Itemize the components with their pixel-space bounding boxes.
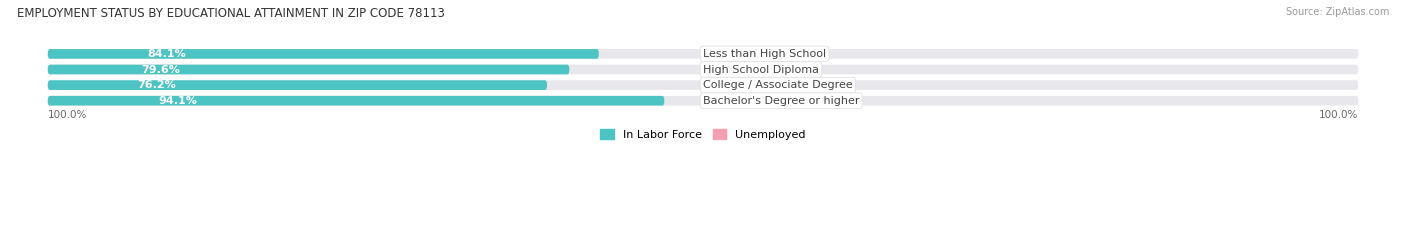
Text: 0.0%: 0.0% bbox=[775, 65, 803, 75]
Text: EMPLOYMENT STATUS BY EDUCATIONAL ATTAINMENT IN ZIP CODE 78113: EMPLOYMENT STATUS BY EDUCATIONAL ATTAINM… bbox=[17, 7, 444, 20]
Text: 100.0%: 100.0% bbox=[48, 110, 87, 120]
Text: Bachelor's Degree or higher: Bachelor's Degree or higher bbox=[703, 96, 859, 106]
Text: 94.1%: 94.1% bbox=[159, 96, 198, 106]
Text: 79.6%: 79.6% bbox=[142, 65, 180, 75]
Text: Less than High School: Less than High School bbox=[703, 49, 827, 59]
Text: 0.0%: 0.0% bbox=[775, 96, 803, 106]
FancyBboxPatch shape bbox=[703, 80, 1358, 90]
FancyBboxPatch shape bbox=[703, 65, 1358, 74]
FancyBboxPatch shape bbox=[703, 49, 1358, 59]
Text: 76.2%: 76.2% bbox=[138, 80, 176, 90]
FancyBboxPatch shape bbox=[48, 49, 599, 59]
Text: College / Associate Degree: College / Associate Degree bbox=[703, 80, 853, 90]
FancyBboxPatch shape bbox=[703, 96, 1358, 106]
Text: 0.0%: 0.0% bbox=[775, 49, 803, 59]
FancyBboxPatch shape bbox=[48, 65, 703, 74]
FancyBboxPatch shape bbox=[703, 65, 755, 74]
FancyBboxPatch shape bbox=[48, 80, 547, 90]
FancyBboxPatch shape bbox=[703, 49, 755, 59]
Text: 100.0%: 100.0% bbox=[1319, 110, 1358, 120]
Text: High School Diploma: High School Diploma bbox=[703, 65, 820, 75]
FancyBboxPatch shape bbox=[48, 65, 569, 74]
FancyBboxPatch shape bbox=[48, 49, 703, 59]
Text: Source: ZipAtlas.com: Source: ZipAtlas.com bbox=[1285, 7, 1389, 17]
Text: 84.1%: 84.1% bbox=[148, 49, 186, 59]
FancyBboxPatch shape bbox=[48, 80, 703, 90]
FancyBboxPatch shape bbox=[703, 80, 755, 90]
FancyBboxPatch shape bbox=[48, 96, 665, 106]
FancyBboxPatch shape bbox=[703, 96, 755, 106]
Legend: In Labor Force, Unemployed: In Labor Force, Unemployed bbox=[596, 125, 810, 144]
FancyBboxPatch shape bbox=[48, 96, 703, 106]
Text: 0.0%: 0.0% bbox=[775, 80, 803, 90]
